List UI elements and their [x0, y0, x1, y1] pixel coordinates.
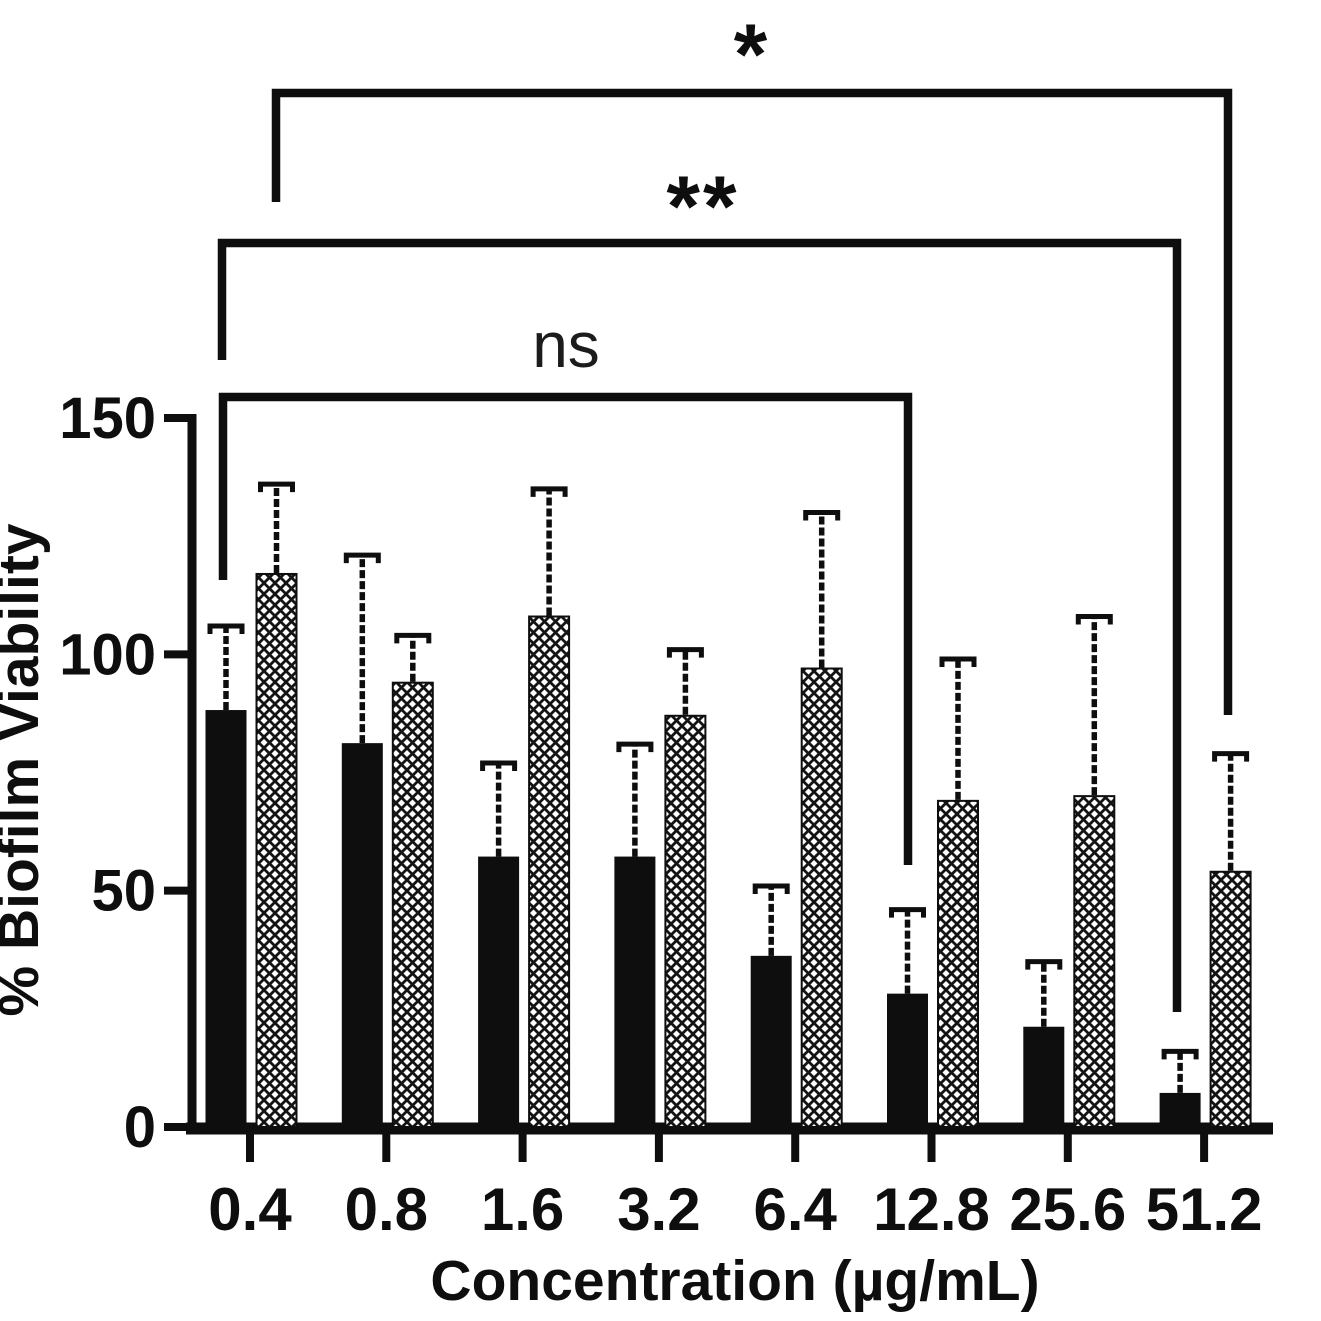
- bar-black-solid-bars-6.4: [750, 955, 792, 1128]
- x-tick-label-25.6: 25.6: [1009, 1176, 1126, 1243]
- x-tick-label-1.6: 1.6: [481, 1176, 564, 1243]
- bar-black-solid-bars-1.6: [478, 856, 520, 1129]
- significance-bracket-**: [217, 238, 1182, 1012]
- y-tick-label-150: 150: [59, 386, 156, 451]
- y-tick-label-100: 100: [59, 622, 156, 687]
- significance-bracket-ns: [218, 392, 913, 865]
- significance-label-ns: ns: [532, 309, 600, 381]
- significance-bracket-*: [271, 88, 1233, 715]
- plot-area: 0 50 100 150 0.4 0.8 1.6 3.2 6.4 12.8 25.6 51.2: [59, 88, 1273, 1243]
- y-tick-label-0: 0: [124, 1095, 156, 1160]
- x-tick-label-12.8: 12.8: [873, 1176, 990, 1243]
- error-cap-crosshatched-bars-51.2: [1212, 751, 1250, 762]
- x-tick-label-0.8: 0.8: [345, 1176, 428, 1243]
- bar-black-solid-bars-51.2: [1159, 1092, 1201, 1128]
- error-cap-crosshatched-bars-25.6: [1075, 614, 1113, 625]
- error-cap-black-solid-bars-3.2: [616, 741, 654, 753]
- bar-black-solid-bars-12.8: [887, 993, 928, 1128]
- significance-label-double-star: **: [667, 159, 740, 255]
- bar-black-solid-bars-25.6: [1023, 1026, 1065, 1128]
- error-cap-black-solid-bars-12.8: [889, 907, 926, 918]
- error-cap-black-solid-bars-6.4: [752, 883, 790, 894]
- bar-crosshatched-bars-1.6: [528, 615, 571, 1129]
- bar-crosshatched-bars-12.8: [937, 799, 979, 1129]
- y-tick-label-50: 50: [91, 859, 156, 924]
- x-tick-label-3.2: 3.2: [617, 1176, 700, 1243]
- bar-crosshatched-bars-6.4: [800, 667, 843, 1128]
- error-cap-crosshatched-bars-1.6: [530, 486, 568, 497]
- error-cap-crosshatched-bars-3.2: [666, 647, 704, 658]
- error-cap-crosshatched-bars-6.4: [803, 510, 841, 521]
- error-cap-black-solid-bars-25.6: [1025, 959, 1063, 970]
- bar-black-solid-bars-0.8: [341, 743, 383, 1129]
- error-cap-crosshatched-bars-12.8: [939, 656, 977, 668]
- bar-crosshatched-bars-3.2: [664, 714, 707, 1128]
- x-tick-label-51.2: 51.2: [1146, 1176, 1263, 1243]
- x-tick-label-0.4: 0.4: [208, 1176, 292, 1243]
- bar-black-solid-bars-0.4: [205, 710, 247, 1128]
- bar-black-solid-bars-3.2: [614, 856, 656, 1129]
- significance-label-star: *: [734, 7, 770, 103]
- error-cap-crosshatched-bars-0.4: [258, 481, 295, 493]
- bar-crosshatched-bars-0.4: [255, 572, 298, 1128]
- error-cap-black-solid-bars-0.8: [343, 552, 381, 564]
- error-cap-black-solid-bars-1.6: [480, 760, 518, 772]
- error-cap-black-solid-bars-0.4: [207, 623, 245, 634]
- bar-crosshatched-bars-25.6: [1073, 795, 1116, 1128]
- bar-crosshatched-bars-51.2: [1209, 870, 1252, 1128]
- error-cap-crosshatched-bars-0.8: [394, 632, 432, 644]
- bar-crosshatched-bars-0.8: [391, 681, 434, 1128]
- y-axis-title: % Biofilm Viability: [0, 523, 51, 1016]
- x-axis-title: Concentration (µg/mL): [430, 1249, 1039, 1313]
- error-cap-black-solid-bars-51.2: [1161, 1048, 1199, 1060]
- x-tick-label-6.4: 6.4: [753, 1176, 837, 1243]
